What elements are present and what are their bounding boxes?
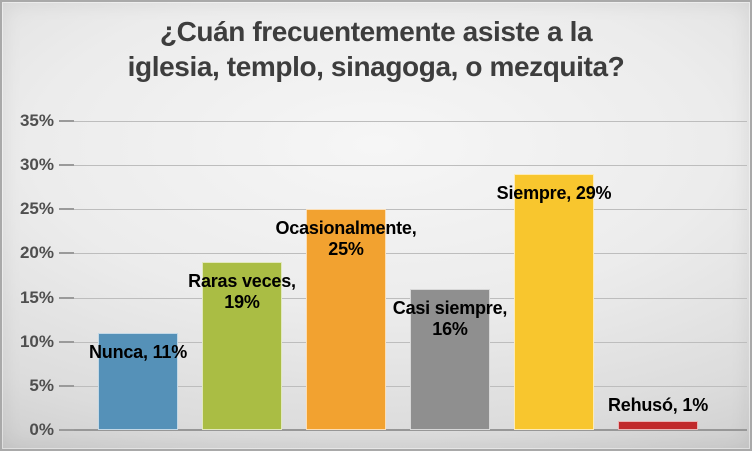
gridline-30 bbox=[62, 165, 747, 167]
y-axis-tick-mark bbox=[59, 296, 74, 299]
bar-label-nunca: Nunca, 11% bbox=[88, 341, 188, 362]
y-axis-tick-mark bbox=[59, 252, 74, 255]
gridline-10 bbox=[62, 341, 747, 343]
bar-nunca bbox=[98, 332, 178, 430]
y-axis-tick-label: 15% bbox=[19, 287, 54, 307]
gridline-5 bbox=[62, 385, 747, 387]
gridline-25 bbox=[62, 209, 747, 211]
bar-raras-veces bbox=[202, 262, 282, 430]
y-axis-tick-label: 20% bbox=[19, 243, 54, 263]
gridline-20 bbox=[62, 253, 747, 255]
bar-label-ocasionalmente: Ocasionalmente, 25% bbox=[275, 218, 417, 260]
bar-siempre bbox=[514, 173, 594, 430]
bar-label-raras-veces: Raras veces, 19% bbox=[188, 271, 296, 313]
y-axis-tick-mark bbox=[59, 120, 74, 122]
bar-label-rehuso: Rehusó, 1% bbox=[607, 395, 709, 416]
bar-casi-siempre bbox=[410, 288, 490, 430]
gridline-0 bbox=[62, 429, 747, 431]
y-axis-tick-label: 25% bbox=[19, 199, 54, 219]
y-axis-tick-label: 35% bbox=[19, 111, 54, 130]
bar-rehuso bbox=[618, 421, 698, 430]
bar-ocasionalmente bbox=[306, 209, 386, 430]
gridline-15 bbox=[62, 297, 747, 299]
chart-title: ¿Cuán frecuentemente asiste a la iglesia… bbox=[127, 16, 625, 82]
y-axis-tick-label: 10% bbox=[19, 331, 54, 351]
bar-label-casi-siempre: Casi siempre, 16% bbox=[392, 297, 508, 339]
y-axis-tick-label: 0% bbox=[29, 420, 54, 439]
y-axis-tick-mark bbox=[59, 384, 74, 387]
y-axis-tick-mark bbox=[59, 208, 74, 211]
y-axis-tick-mark bbox=[59, 164, 74, 167]
y-axis-tick-label: 30% bbox=[19, 155, 54, 175]
y-axis-tick-mark bbox=[59, 340, 74, 343]
y-axis-tick-label: 5% bbox=[29, 375, 54, 395]
bar-label-siempre: Siempre, 29% bbox=[496, 182, 612, 203]
y-axis-tick-mark bbox=[59, 429, 74, 431]
gridline-35 bbox=[62, 121, 747, 122]
